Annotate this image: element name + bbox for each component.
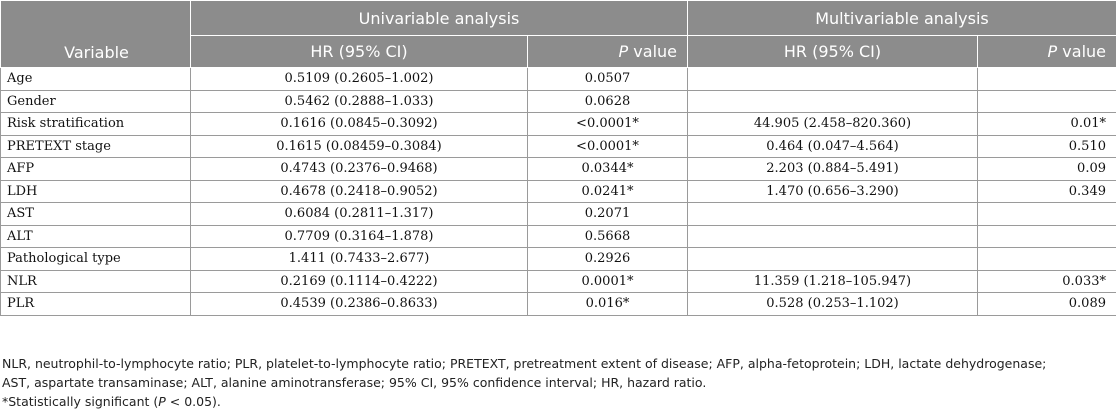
- cell-multi-p: 0.09: [977, 157, 1116, 181]
- cell-variable: Gender: [0, 89, 191, 113]
- results-table: Variable Univariable analysis Multivaria…: [0, 0, 1116, 316]
- cell-multi-hr: 0.464 (0.047–4.564): [687, 134, 978, 158]
- cell-uni-p: <0.0001*: [527, 134, 688, 158]
- cell-variable: LDH: [0, 179, 191, 203]
- table-body: Age 0.5109 (0.2605–1.002) 0.0507 Gender 0.5…: [0, 67, 1116, 316]
- table-row: Pathological type 1.411 (0.7433–2.677) 0.2…: [0, 247, 1116, 271]
- cell-variable: AFP: [0, 157, 191, 181]
- cell-uni-p: 0.2071: [527, 202, 688, 226]
- cell-uni-hr: 0.5109 (0.2605–1.002): [190, 67, 528, 91]
- cell-uni-hr: 1.411 (0.7433–2.677): [190, 247, 528, 271]
- table-row: NLR 0.2169 (0.1114–0.4222) 0.0001* 11.359 (…: [0, 269, 1116, 293]
- table-row: ALT 0.7709 (0.3164–1.878) 0.5668: [0, 224, 1116, 248]
- significance-note: *Statistically significant (P < 0.05).: [2, 392, 1114, 411]
- cell-uni-p: 0.016*: [527, 292, 688, 316]
- cell-multi-hr: 2.203 (0.884–5.491): [687, 157, 978, 181]
- cell-multi-p: 0.033*: [977, 269, 1116, 293]
- cell-multi-hr: [687, 67, 978, 91]
- table-header: Variable Univariable analysis Multivaria…: [0, 0, 1116, 68]
- cell-uni-hr: 0.4743 (0.2376–0.9468): [190, 157, 528, 181]
- cell-uni-hr: 0.4678 (0.2418–0.9052): [190, 179, 528, 203]
- p-suffix: value: [1057, 42, 1106, 61]
- cell-variable: Age: [0, 67, 191, 91]
- cell-multi-p: [977, 224, 1116, 248]
- table-row: LDH 0.4678 (0.2418–0.9052) 0.0241* 1.470 (0…: [0, 179, 1116, 203]
- cell-variable: ALT: [0, 224, 191, 248]
- header-variable: Variable: [0, 0, 191, 68]
- cell-multi-hr: 1.470 (0.656–3.290): [687, 179, 978, 203]
- abbreviations-line-2: AST, aspartate transaminase; ALT, alanin…: [2, 375, 707, 390]
- abbreviations-line-1: NLR, neutrophil-to-lymphocyte ratio; PLR…: [2, 356, 1047, 371]
- cell-multi-p: [977, 89, 1116, 113]
- cell-uni-hr: 0.4539 (0.2386–0.8633): [190, 292, 528, 316]
- cell-uni-p: 0.2926: [527, 247, 688, 271]
- header-multivariable: Multivariable analysis: [687, 0, 1116, 36]
- cell-multi-p: [977, 202, 1116, 226]
- table-footnotes: NLR, neutrophil-to-lymphocyte ratio; PLR…: [2, 354, 1114, 411]
- header-uni-hr: HR (95% CI): [190, 35, 528, 68]
- cell-multi-hr: 0.528 (0.253–1.102): [687, 292, 978, 316]
- cell-variable: Risk stratification: [0, 112, 191, 136]
- sig-prefix: *Statistically significant (: [2, 394, 159, 409]
- table-row: AST 0.6084 (0.2811–1.317) 0.2071: [0, 202, 1116, 226]
- cell-uni-hr: 0.1615 (0.08459–0.3084): [190, 134, 528, 158]
- cell-variable: PRETEXT stage: [0, 134, 191, 158]
- cell-uni-p: 0.5668: [527, 224, 688, 248]
- header-univariable: Univariable analysis: [190, 0, 688, 36]
- cell-multi-p: 0.01*: [977, 112, 1116, 136]
- cell-multi-hr: [687, 247, 978, 271]
- cell-variable: Pathological type: [0, 247, 191, 271]
- cell-uni-hr: 0.7709 (0.3164–1.878): [190, 224, 528, 248]
- cell-multi-hr: [687, 202, 978, 226]
- cell-uni-hr: 0.5462 (0.2888–1.033): [190, 89, 528, 113]
- table-row: PRETEXT stage 0.1615 (0.08459–0.3084) <0.0…: [0, 134, 1116, 158]
- cell-uni-p: 0.0344*: [527, 157, 688, 181]
- header-uni-p: P value: [527, 35, 688, 68]
- cell-variable: PLR: [0, 292, 191, 316]
- sig-italic: P: [158, 394, 166, 409]
- table-row: Gender 0.5462 (0.2888–1.033) 0.0628: [0, 89, 1116, 113]
- p-suffix: value: [628, 42, 677, 61]
- cell-uni-p: 0.0241*: [527, 179, 688, 203]
- p-letter: P: [618, 42, 629, 61]
- header-multi-hr: HR (95% CI): [687, 35, 978, 68]
- table-row: AFP 0.4743 (0.2376–0.9468) 0.0344* 2.203 (0…: [0, 157, 1116, 181]
- cell-multi-p: [977, 247, 1116, 271]
- cell-multi-hr: 11.359 (1.218–105.947): [687, 269, 978, 293]
- header-row-groups: Variable Univariable analysis Multivaria…: [0, 0, 1116, 68]
- cell-multi-hr: [687, 224, 978, 248]
- cell-uni-p: 0.0628: [527, 89, 688, 113]
- cell-uni-hr: 0.1616 (0.0845–0.3092): [190, 112, 528, 136]
- cell-uni-hr: 0.6084 (0.2811–1.317): [190, 202, 528, 226]
- sig-suffix: < 0.05).: [165, 394, 221, 409]
- cell-variable: NLR: [0, 269, 191, 293]
- header-row-columns: HR (95% CI) P value HR (95% CI) P value: [1, 35, 1116, 68]
- cell-multi-p: 0.089: [977, 292, 1116, 316]
- cell-multi-hr: [687, 89, 978, 113]
- cell-uni-p: <0.0001*: [527, 112, 688, 136]
- cell-multi-p: 0.349: [977, 179, 1116, 203]
- cell-multi-p: 0.510: [977, 134, 1116, 158]
- cell-uni-hr: 0.2169 (0.1114–0.4222): [190, 269, 528, 293]
- cell-uni-p: 0.0001*: [527, 269, 688, 293]
- cell-variable: AST: [0, 202, 191, 226]
- p-letter: P: [1047, 42, 1058, 61]
- cell-uni-p: 0.0507: [527, 67, 688, 91]
- table-row: Age 0.5109 (0.2605–1.002) 0.0507: [0, 67, 1116, 91]
- header-multi-p: P value: [977, 35, 1116, 68]
- cell-multi-p: [977, 67, 1116, 91]
- cell-multi-hr: 44.905 (2.458–820.360): [687, 112, 978, 136]
- table-row: PLR 0.4539 (0.2386–0.8633) 0.016* 0.528 (0.…: [0, 292, 1116, 316]
- table-row: Risk stratification 0.1616 (0.0845–0.3092…: [0, 112, 1116, 136]
